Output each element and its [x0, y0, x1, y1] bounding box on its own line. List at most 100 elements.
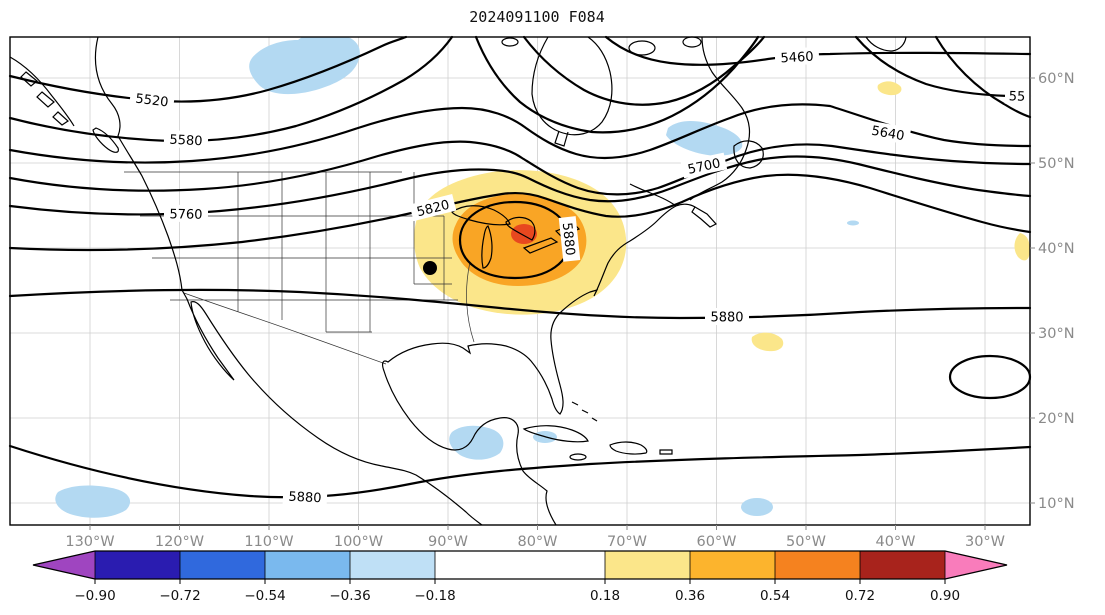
negative-anomaly-labrador [666, 121, 743, 156]
label-halo [774, 46, 820, 67]
label-halo [282, 486, 328, 507]
colorbar-tick-label: 0.18 [590, 588, 620, 604]
great-lakes [451, 205, 581, 269]
contour-label-text: 55 [1008, 89, 1025, 105]
colorbar-tick-labels: −0.90 −0.72 −0.54 −0.36 −0.18 0.18 0.36 … [74, 588, 960, 604]
contour-5640 [8, 103, 1032, 164]
colorbar-tick-label: 0.36 [675, 588, 705, 604]
lat-tick-label: 40°N [1038, 241, 1075, 257]
contour-5880-mid [8, 288, 1032, 320]
coastline-greenland-tip [865, 36, 907, 52]
lon-tick-label: 90°W [428, 534, 468, 550]
negative-anomaly-atlantic [741, 498, 773, 516]
coastline-james-bay [554, 130, 569, 147]
contour-label-text: 5700 [686, 156, 721, 178]
negative-anomaly-gulf [449, 425, 504, 460]
negative-anomaly-north-canada [249, 37, 360, 95]
contour-label: 5760 [163, 204, 209, 223]
coastline-west-mexico [94, 36, 483, 526]
contour-label-text: 5880 [710, 311, 743, 326]
anomaly-shading [55, 37, 1030, 518]
colorbar-dividers [94, 551, 946, 579]
lat-tick-label: 30°N [1038, 326, 1075, 342]
contour-label: 5880 [282, 486, 328, 507]
caribbean-islands [522, 401, 673, 455]
contour-closed-oval-atlantic [948, 354, 1032, 400]
label-halo [680, 152, 728, 179]
colorbar-tick-label: −0.36 [329, 588, 370, 604]
colorbar-segment [180, 551, 265, 579]
contour-5580-west [8, 35, 454, 143]
positive-anomaly-great-lakes-core [511, 224, 537, 244]
contour-5580-east [934, 35, 1032, 119]
contour-5880-south [8, 444, 1032, 499]
label-halo [705, 308, 749, 325]
arctic-island [628, 40, 656, 56]
coastline-alaska-panhandle [9, 56, 75, 127]
positive-anomaly-west-atlantic [751, 332, 784, 352]
negative-anomaly-pacific [55, 485, 131, 518]
lat-tick-label: 50°N [1038, 156, 1075, 172]
coastline-nova-scotia [691, 206, 717, 228]
coastline-gulf-east [382, 203, 696, 526]
colorbar-tick [94, 579, 946, 584]
coastline-newfoundland [733, 140, 764, 169]
colorbar-segment [265, 551, 350, 579]
colorbar-segment [95, 551, 180, 579]
lat-tick-label: 60°N [1038, 71, 1075, 87]
lon-tick-label: 100°W [334, 534, 383, 550]
contour-5580-trough [474, 35, 760, 134]
lon-tick-label: 130°W [65, 534, 114, 550]
colorbar-tick-label: −0.54 [244, 588, 285, 604]
contour-label: 5460 [774, 46, 820, 67]
axis-ticks [89, 77, 1035, 530]
lon-tick-label: 40°W [875, 534, 915, 550]
bottom-ticks [89, 525, 986, 530]
coastline-st-lawrence [629, 183, 677, 207]
colorbar-segment [435, 551, 605, 579]
border-lines [124, 171, 475, 365]
contour-label: 5640 [864, 120, 912, 145]
colorbar-tick-label: 0.54 [760, 588, 790, 604]
contour-label-text: 5760 [169, 207, 202, 223]
height-contours [8, 35, 1032, 499]
lon-tick-label: 110°W [244, 534, 293, 550]
contour-5700 [8, 140, 1032, 196]
positive-anomaly-east-edge [1014, 233, 1030, 261]
lon-tick-label: 70°W [607, 534, 647, 550]
colorbar: −0.90 −0.72 −0.54 −0.36 −0.18 0.18 0.36 … [32, 550, 1008, 604]
lon-tick-label: 120°W [155, 534, 204, 550]
contour-label-text: 5880 [288, 490, 322, 507]
colorbar-tick-marks [94, 579, 946, 584]
colorbar-tick-label: 0.90 [930, 588, 960, 604]
lon-tick-label: 50°W [786, 534, 826, 550]
label-halo [864, 120, 912, 145]
label-halo [129, 88, 175, 111]
map-frame [9, 36, 1031, 526]
contour-label-text: 5580 [169, 133, 203, 150]
positive-anomaly-north-atlantic [877, 81, 902, 96]
arctic-island [682, 36, 702, 48]
contour-label: 5580 [163, 129, 209, 150]
contour-label: 5880 [705, 308, 749, 326]
coastlines [9, 36, 907, 526]
lon-tick-label: 30°W [965, 534, 1005, 550]
chart-title: 2024091100 F084 [469, 8, 604, 26]
lon-tick-label: 60°W [696, 534, 736, 550]
right-ticks [1030, 77, 1035, 504]
label-halo [558, 216, 581, 262]
contour-labels: 5460 5520 55 5580 5640 5700 5760 5820 [129, 46, 1032, 507]
lat-tick-label: 20°N [1038, 411, 1075, 427]
colorbar-tick-label: −0.90 [74, 588, 115, 604]
colorbar-segment [775, 551, 860, 579]
vancouver-island [92, 127, 120, 153]
colorbar-tick-label: −0.72 [159, 588, 200, 604]
colorbar-right-arrow [945, 551, 1007, 579]
colorbar-left-arrow [33, 551, 95, 579]
contour-label: 55 [1004, 86, 1032, 105]
contour-5520-trough [522, 35, 766, 106]
contour-label-text: 5880 [559, 222, 577, 256]
contour-5520-west [8, 35, 408, 103]
